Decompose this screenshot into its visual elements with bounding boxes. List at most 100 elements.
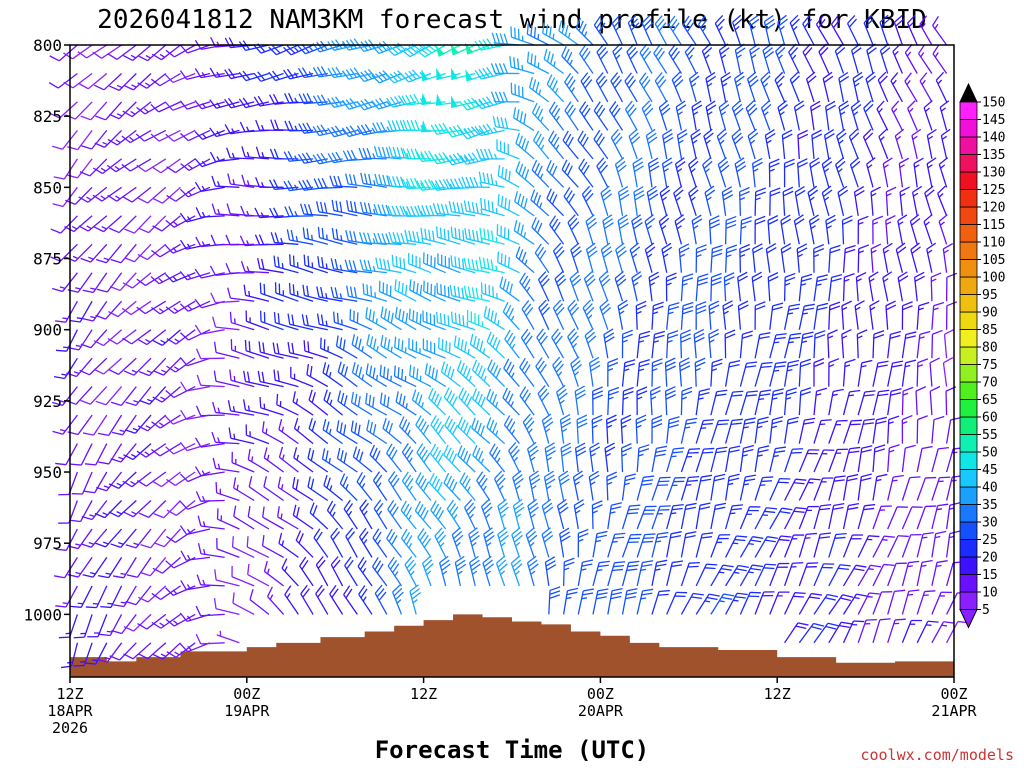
barb-full [638,444,650,449]
wind-barb [211,203,240,217]
barb-full [624,363,635,368]
barb-full [330,556,339,566]
barb-full [623,390,634,396]
barb-full [216,538,218,549]
barb-full [246,371,251,383]
barb-half [172,276,178,281]
wind-barb [180,550,211,561]
barb-staff [215,72,240,78]
wind-barb [666,330,679,359]
wind-barb [216,508,240,530]
barb-full [742,330,753,335]
barb-full [387,259,391,271]
barb-full [243,399,247,411]
barb-full [496,139,498,151]
barb-full [274,282,277,293]
barb-full [769,158,780,164]
wind-barb [82,272,108,294]
barb-full [775,333,787,336]
barb-full [454,534,464,543]
barb-full [195,348,202,359]
wind-barb [303,340,328,359]
barb-half [59,286,66,290]
barb-full [373,146,379,157]
barb-staff [230,379,255,388]
barb-full [537,385,546,395]
wind-barb [690,128,702,160]
wind-barb [386,95,417,108]
wind-barb [216,538,240,559]
barb-full [359,499,367,509]
barb-half [220,515,223,521]
barb-full [639,359,650,364]
barb-half [294,155,298,161]
wind-barb [249,589,270,615]
barb-full [293,447,298,458]
barb-staff [105,101,123,121]
barb-full [788,307,800,311]
wind-barb [754,445,770,473]
barb-full [564,557,575,563]
barb-full [772,416,784,421]
wind-barb [136,443,167,458]
barb-full [315,584,323,595]
wind-barb [552,356,565,387]
barb-full [608,390,619,396]
barb-full [321,228,325,239]
barb-full [137,623,148,630]
wind-barb [739,506,761,530]
wind-barb [123,642,152,660]
barb-half [679,253,686,258]
barb-full [269,148,276,160]
barb-half [94,632,100,634]
barb-full [535,357,543,367]
barb-half [75,344,82,348]
barb-full [797,158,808,164]
wind-barb [195,207,225,218]
barb-full [592,500,603,506]
wind-barb [150,129,181,142]
barb-full [478,171,482,183]
wind-barb [94,129,123,148]
wind-barb [95,243,123,264]
barb-full [715,502,727,507]
wind-barb [428,472,447,501]
barb-half [174,338,180,343]
barb-full [151,306,161,315]
wind-barb [137,186,167,204]
barb-full [383,259,387,270]
wind-barb [123,500,152,518]
barb-full [641,592,653,596]
barb-staff [245,44,270,52]
barb-full [95,542,106,548]
barb-full [320,287,324,298]
barb-full [494,91,501,103]
barb-full [711,252,723,258]
barb-full [498,63,505,74]
wind-barb [612,43,624,74]
barb-half [279,400,282,407]
wind-barb [152,215,181,232]
wind-barb [179,186,211,198]
barb-full [97,574,109,579]
barb-full [758,416,769,421]
barb-full [179,332,189,341]
wind-barb [621,473,637,501]
barb-half [59,429,66,432]
barb-full [412,231,416,242]
barb-half [691,82,697,88]
barb-full [476,471,484,481]
barb-staff [187,471,211,483]
barb-full [797,129,808,136]
barb-full [813,248,825,254]
barb-staff [103,73,123,91]
wind-barb [152,186,181,204]
wind-barb [435,93,461,106]
wind-barb [784,478,807,501]
wind-barb [559,527,571,558]
barb-full [478,256,482,268]
barb-full [610,129,619,139]
wind-barb [591,414,603,444]
barb-full [490,174,494,185]
barb-full [731,394,743,397]
